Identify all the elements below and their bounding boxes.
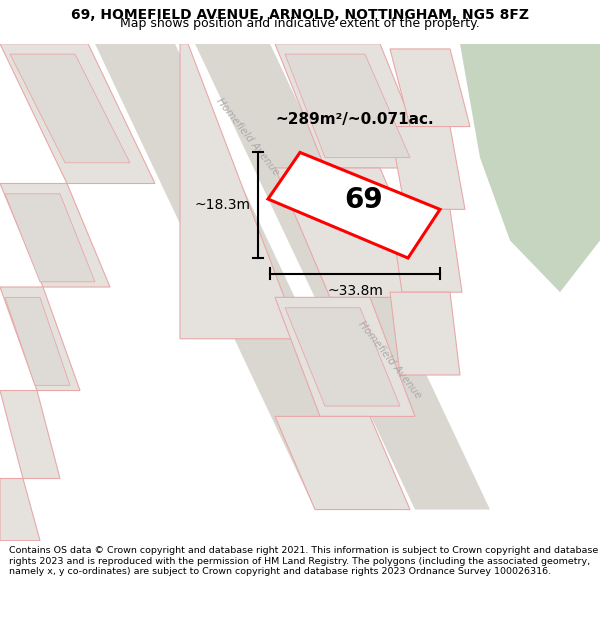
Text: Contains OS data © Crown copyright and database right 2021. This information is : Contains OS data © Crown copyright and d… xyxy=(9,546,598,576)
Polygon shape xyxy=(390,292,460,375)
Text: Homefield Avenue: Homefield Avenue xyxy=(215,96,281,178)
Polygon shape xyxy=(285,54,410,158)
Polygon shape xyxy=(180,44,300,339)
Polygon shape xyxy=(0,287,80,391)
Text: ~18.3m: ~18.3m xyxy=(195,198,251,212)
Polygon shape xyxy=(275,44,430,168)
Text: Homefield Avenue: Homefield Avenue xyxy=(356,319,424,400)
Polygon shape xyxy=(390,126,465,209)
Polygon shape xyxy=(390,49,470,126)
Polygon shape xyxy=(10,54,130,162)
Polygon shape xyxy=(275,416,410,509)
Polygon shape xyxy=(390,209,462,292)
Polygon shape xyxy=(195,44,490,509)
Text: 69: 69 xyxy=(344,186,383,214)
Text: ~289m²/~0.071ac.: ~289m²/~0.071ac. xyxy=(275,111,434,126)
Polygon shape xyxy=(5,298,70,386)
Polygon shape xyxy=(95,44,395,509)
Text: 69, HOMEFIELD AVENUE, ARNOLD, NOTTINGHAM, NG5 8FZ: 69, HOMEFIELD AVENUE, ARNOLD, NOTTINGHAM… xyxy=(71,8,529,22)
Polygon shape xyxy=(275,298,415,416)
Polygon shape xyxy=(268,152,440,258)
Polygon shape xyxy=(5,194,95,282)
Polygon shape xyxy=(0,479,40,541)
Text: ~33.8m: ~33.8m xyxy=(327,284,383,298)
Polygon shape xyxy=(275,168,435,298)
Polygon shape xyxy=(0,391,60,479)
Polygon shape xyxy=(0,44,155,184)
Polygon shape xyxy=(460,44,600,292)
Text: Map shows position and indicative extent of the property.: Map shows position and indicative extent… xyxy=(120,18,480,31)
Polygon shape xyxy=(285,308,400,406)
Polygon shape xyxy=(0,184,110,287)
